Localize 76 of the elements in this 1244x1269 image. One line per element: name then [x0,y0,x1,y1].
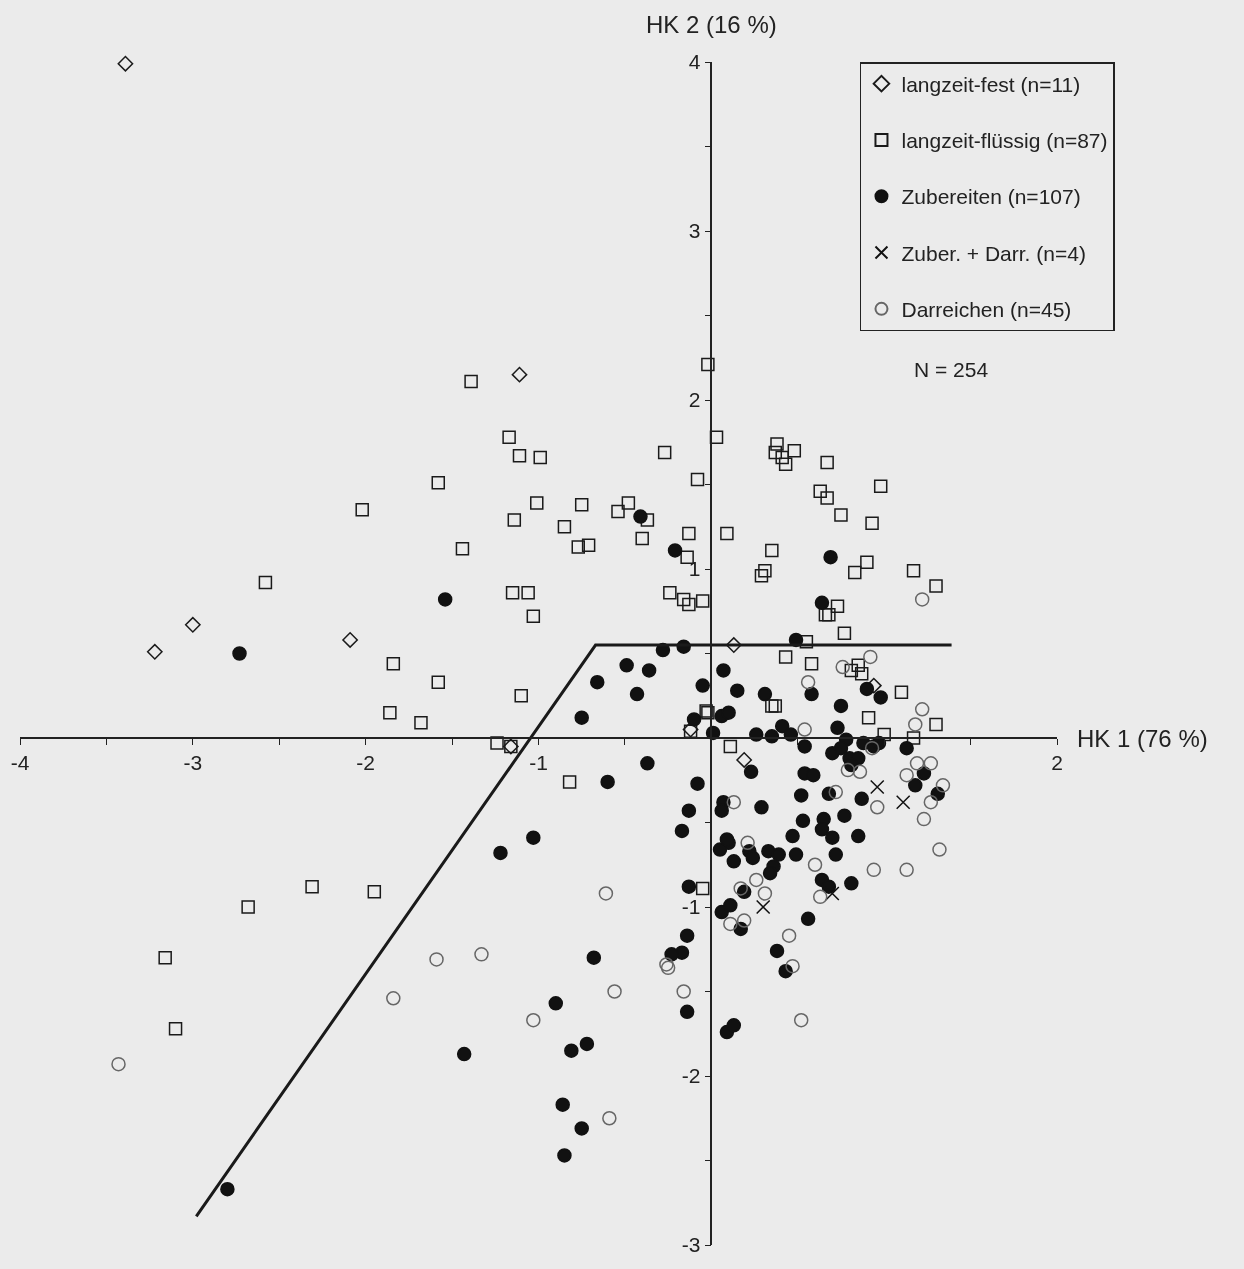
point [429,952,444,967]
point [386,991,401,1006]
point [723,916,738,932]
point [736,913,752,928]
point [908,717,923,732]
point [117,55,134,72]
point [676,984,691,999]
x-tick-label: -4 [10,750,30,774]
point [835,659,850,675]
point [870,779,885,795]
y-tick-label: -1 [681,895,701,919]
point [184,616,201,633]
point [111,1056,126,1072]
x-axis-title: HK 1 (76 %) [1077,725,1208,752]
point [511,366,528,383]
y-tick-label: 1 [688,557,701,581]
point [914,592,930,607]
point [342,632,359,648]
point [146,643,163,660]
y-tick-label: 4 [688,50,701,74]
legend-label: langzeit-fest (n=11) [901,72,1081,96]
point [793,1012,809,1028]
point [602,1111,617,1126]
point [607,984,622,999]
point [726,794,742,810]
y-axis-title: HK 2 (16 %) [646,11,777,38]
legend-label: Zubereiten (n=107) [901,185,1081,209]
point [740,835,755,851]
x-tick-label: -3 [183,750,203,774]
point [923,794,939,810]
y-tick-label: 3 [688,219,701,243]
point [852,764,868,780]
point [863,649,878,665]
x-tick-label: -2 [356,750,376,774]
y-tick-label: -2 [681,1064,701,1088]
point [899,767,914,783]
point [899,862,914,878]
point [800,674,816,690]
point [526,1012,541,1028]
point [725,637,742,653]
point [909,756,925,771]
point [682,721,699,738]
point [785,958,800,974]
point [840,762,856,778]
y-tick-label: 2 [688,388,701,412]
point [895,794,911,810]
point [474,947,489,962]
point [755,899,771,915]
point [749,872,764,888]
point [866,862,882,878]
point [736,752,753,768]
point [502,738,519,755]
point [797,722,812,737]
legend-label: langzeit-flüssig (n=87) [901,129,1108,153]
point [935,778,951,793]
point [916,811,932,827]
legend-label: Zuber. + Darr. (n=4) [901,241,1086,265]
annotation: N = 254 [914,358,989,381]
point [660,960,676,976]
point [932,842,947,857]
point [923,756,939,771]
legend-label: Darreichen (n=45) [901,298,1072,322]
x-tick-label: 2 [1051,750,1063,774]
point [870,800,885,815]
point [825,886,840,901]
point [812,889,828,905]
point [659,957,674,972]
point [733,881,748,896]
point [757,886,773,901]
point [914,702,930,717]
x-tick-label: -1 [529,750,548,774]
y-tick-label: -3 [681,1233,701,1257]
point [781,928,797,943]
point [828,784,844,800]
point [807,857,823,872]
point [598,886,614,901]
